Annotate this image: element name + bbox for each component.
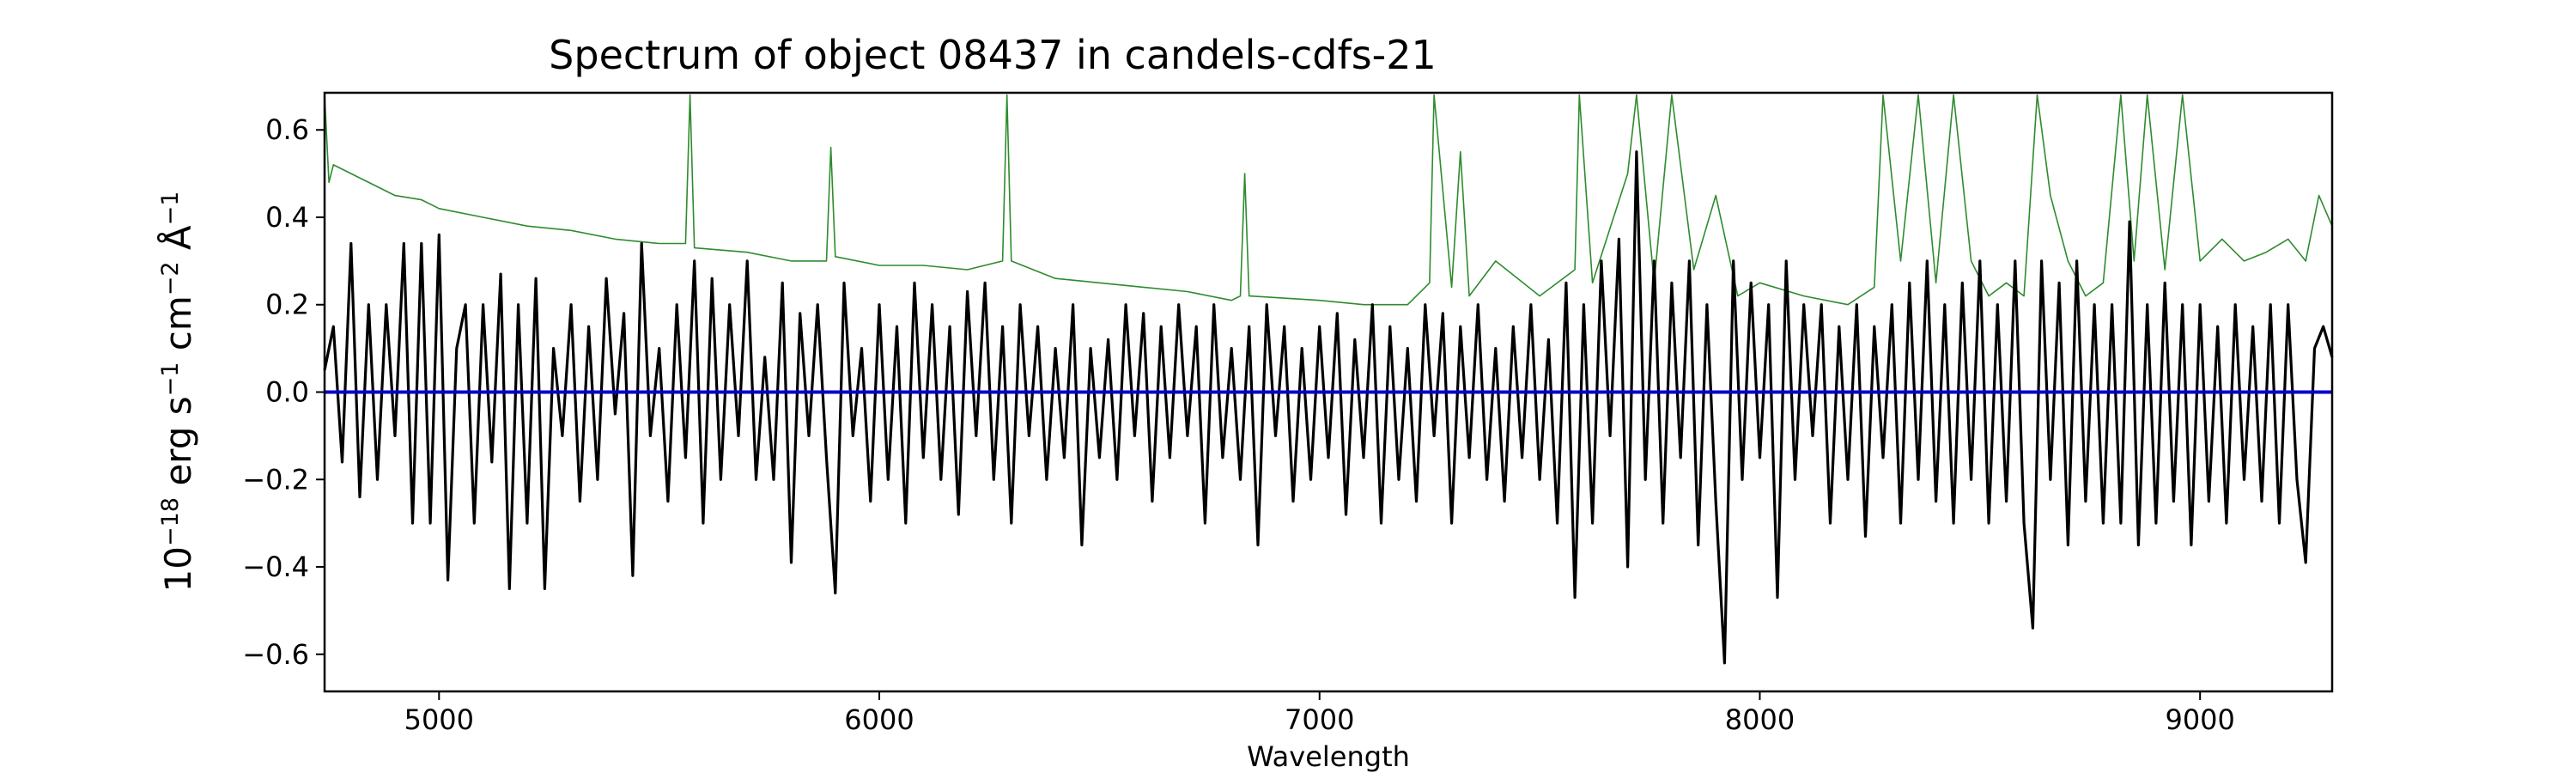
series-layer <box>323 94 2334 665</box>
y-label-cm: cm <box>157 295 199 362</box>
y-label-base: 10 <box>157 546 199 592</box>
y-tick-label: −0.4 <box>242 551 309 583</box>
y-label-exp2: −1 <box>157 362 184 397</box>
x-tick-label: 5000 <box>404 703 474 736</box>
y-tick-label: −0.2 <box>242 463 309 496</box>
y-tick-label: 0.2 <box>265 289 309 321</box>
y-axis: −0.6 −0.4 −0.2 0.0 0.2 0.4 0.6 <box>242 113 325 671</box>
x-tick-label: 7000 <box>1285 703 1354 736</box>
y-label-erg: erg s <box>157 396 199 497</box>
x-axis: 5000 6000 7000 8000 9000 <box>404 691 2235 736</box>
y-tick-label: 0.4 <box>265 201 309 234</box>
error-series-line <box>324 94 2333 306</box>
x-tick-label: 8000 <box>1725 703 1795 736</box>
x-tick-label: 9000 <box>2165 703 2234 736</box>
y-tick-label: 0.0 <box>265 376 309 409</box>
y-tick-label: 0.6 <box>265 113 309 146</box>
chart-title: Spectrum of object 08437 in candels-cdfs… <box>549 32 1437 78</box>
y-label-ang: Å <box>156 225 199 261</box>
y-label-exp1: −18 <box>157 497 184 546</box>
y-label-exp4: −1 <box>157 192 184 226</box>
x-tick-label: 6000 <box>844 703 914 736</box>
y-label-exp3: −2 <box>157 261 184 295</box>
flux-series-line <box>323 150 2334 665</box>
y-tick-label: −0.6 <box>242 638 309 671</box>
x-axis-label: Wavelength <box>1247 740 1410 773</box>
plot-area <box>323 91 2334 693</box>
y-axis-label: 10−18 erg s−1 cm−2 Å−1 <box>156 192 199 593</box>
